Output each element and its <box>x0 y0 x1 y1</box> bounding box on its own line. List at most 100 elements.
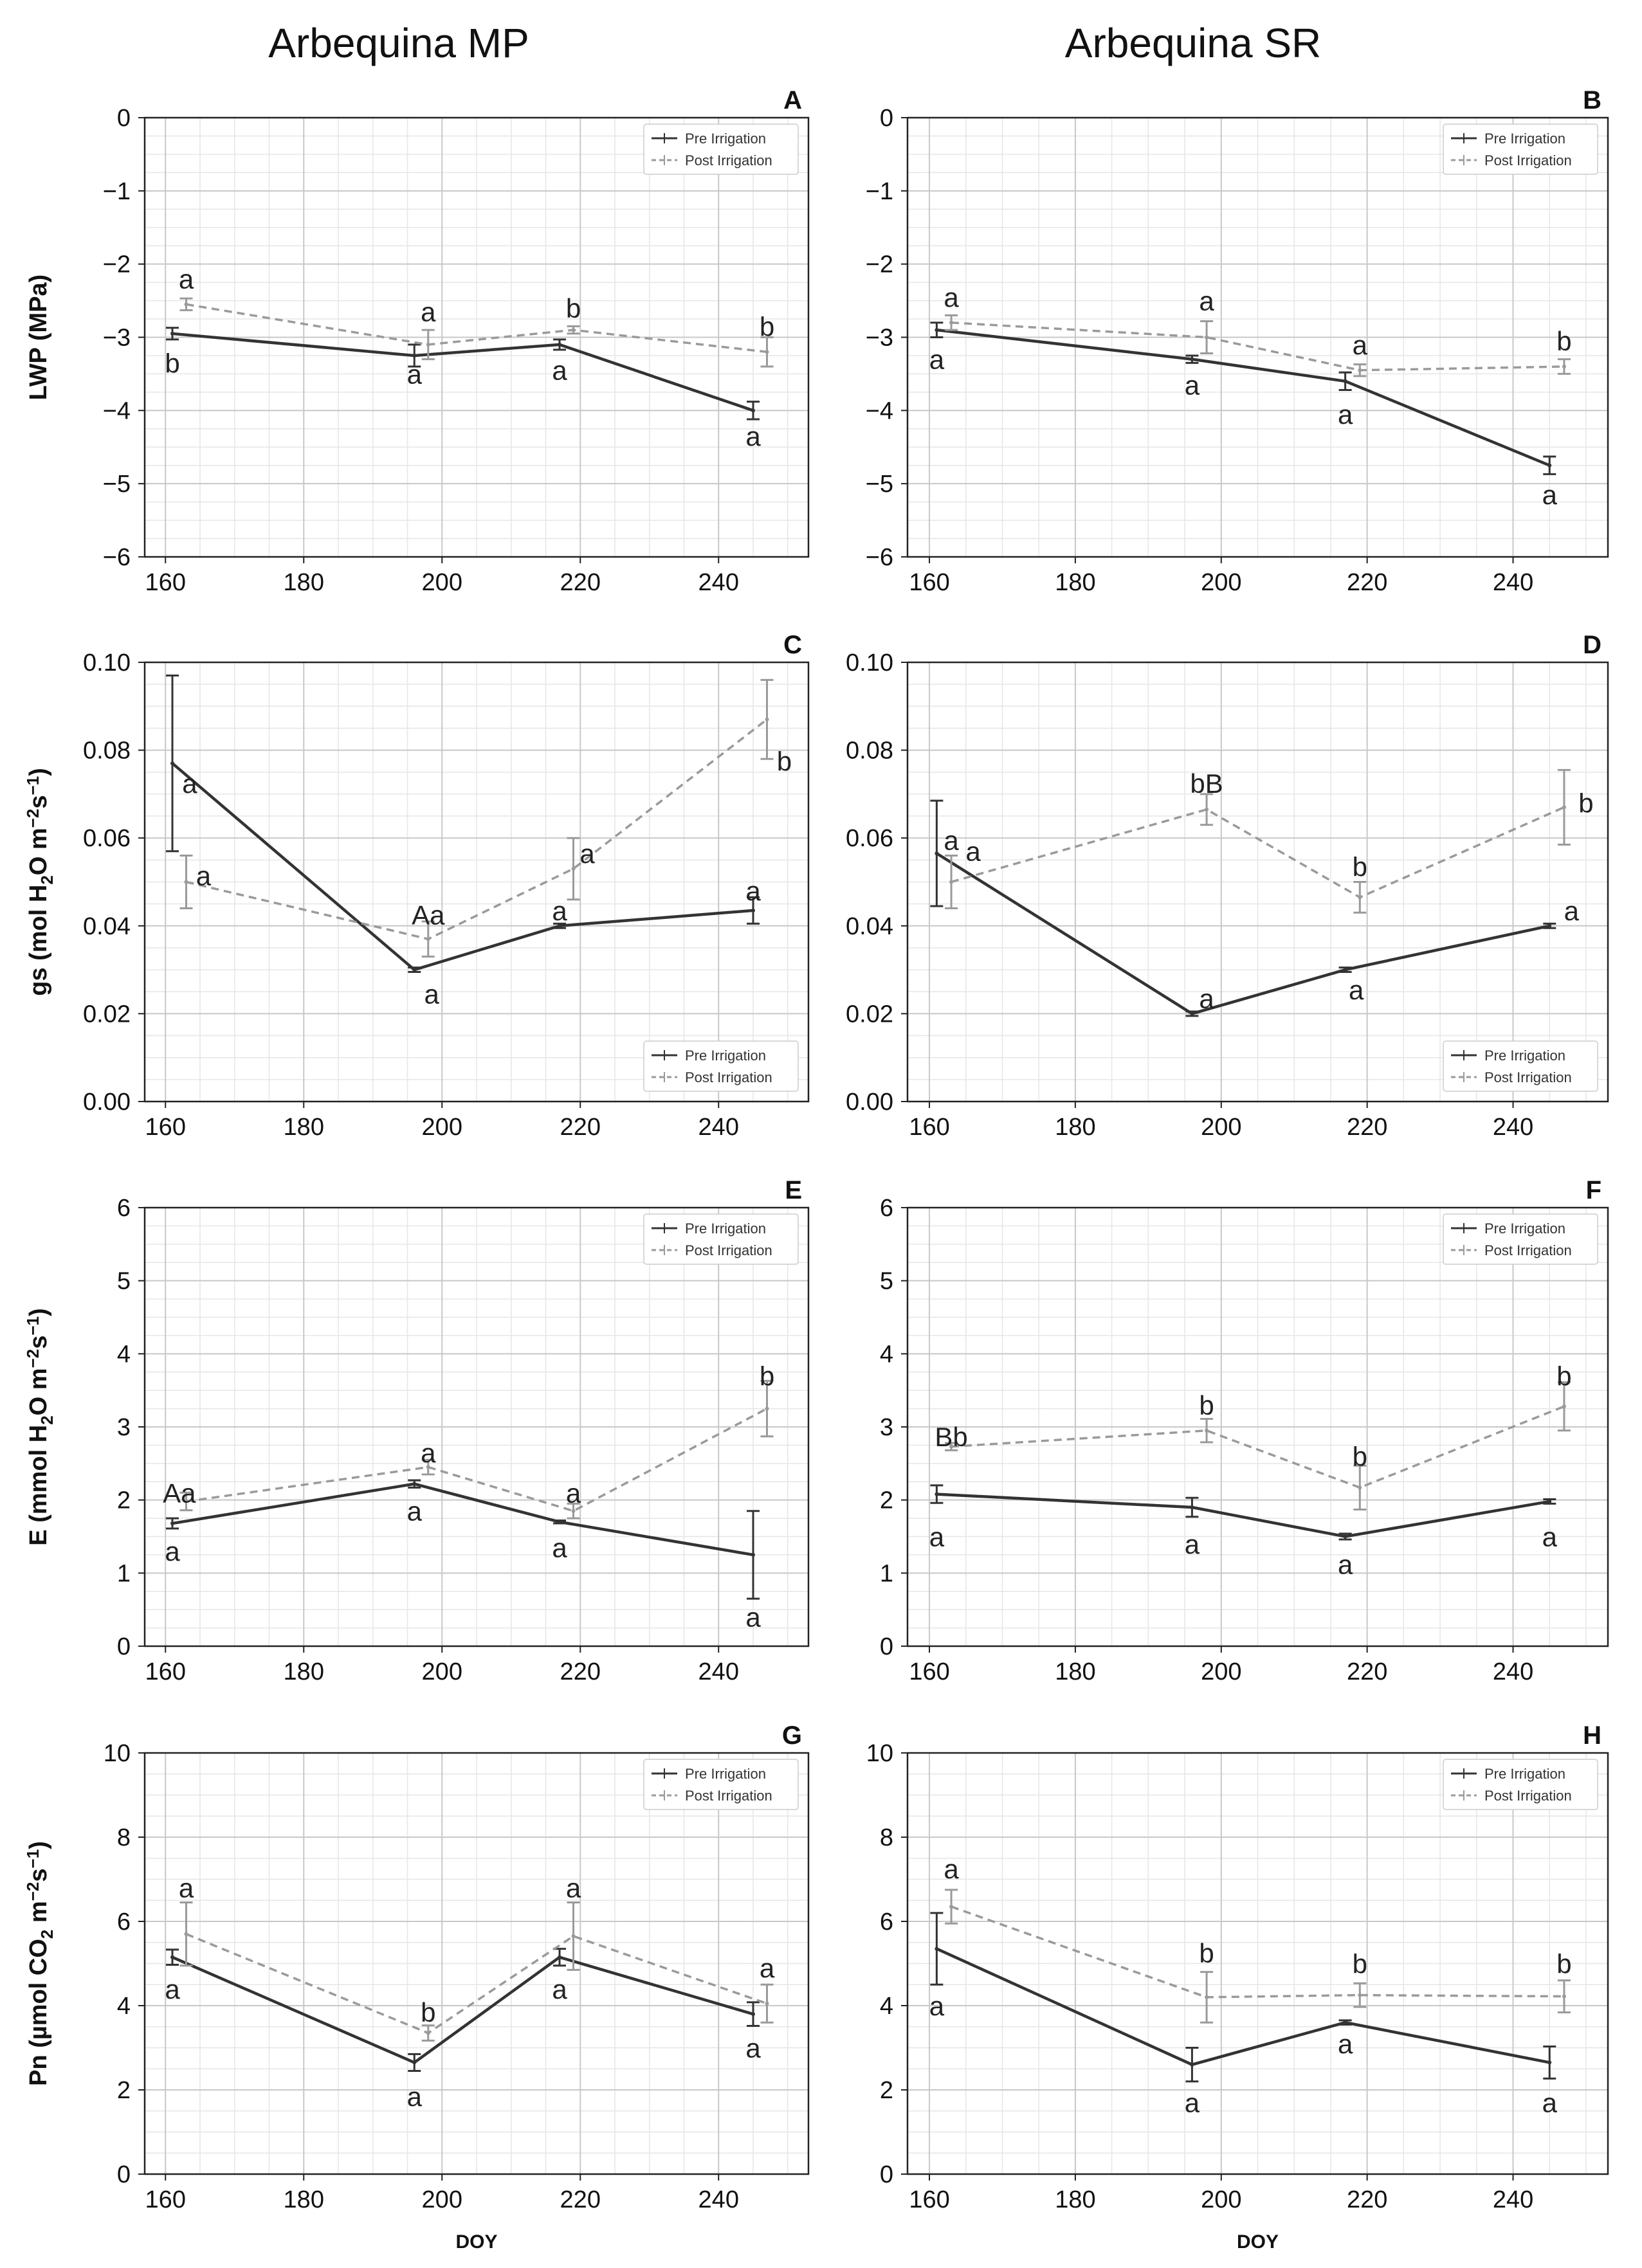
legend-entry-pre: Pre Irrigation <box>685 1766 766 1782</box>
x-tick-label: 240 <box>698 2186 739 2213</box>
series-line <box>936 1947 1550 2067</box>
x-tick-label: 200 <box>1201 569 1241 596</box>
y-tick-label: 0.00 <box>846 1089 893 1116</box>
x-tick-label: 180 <box>284 569 324 596</box>
significance-letter: a <box>745 421 761 451</box>
y-tick-label: 0.00 <box>83 1089 131 1116</box>
significance-letter: a <box>179 1873 194 1903</box>
data-point <box>751 908 755 912</box>
y-tick-label: 0.08 <box>846 738 893 765</box>
significance-letter: a <box>1338 399 1353 430</box>
significance-letter: a <box>407 2082 423 2112</box>
data-point <box>571 867 576 871</box>
significance-letter: a <box>944 826 959 856</box>
data-point <box>1205 335 1209 340</box>
series-pre-irrigation: a a a a <box>929 1912 1558 2118</box>
y-tick-label: 0 <box>117 105 131 132</box>
y-tick-label: 0 <box>880 1633 893 1660</box>
legend: Pre Irrigation Post Irrigation <box>1443 1040 1598 1092</box>
x-tick-label: 240 <box>698 1658 739 1685</box>
y-tick-label: 0.08 <box>83 738 131 765</box>
y-axis-label-part: s <box>25 1336 52 1349</box>
y-tick-label: −1 <box>866 178 893 205</box>
data-point <box>184 302 188 307</box>
y-tick-label: 8 <box>117 1824 131 1851</box>
series-post-irrigation: a Aa a b <box>179 678 792 958</box>
data-point <box>1205 1428 1209 1433</box>
panel-D: 160 180 200 220 240 0.00 0.02 0.04 0.06 0.08 0.10 D… <box>846 631 1609 1141</box>
x-tick-label: 200 <box>422 569 462 596</box>
data-point <box>426 937 430 941</box>
y-tick-label: −6 <box>103 544 131 571</box>
significance-letter: a <box>1542 480 1558 510</box>
legend-entry-post: Post Irrigation <box>685 1788 772 1804</box>
series-line <box>936 852 1550 1015</box>
y-tick-label: 2 <box>880 2077 893 2104</box>
x-tick-label: 240 <box>1493 569 1533 596</box>
significance-letter: b <box>760 311 774 341</box>
significance-letter: b <box>1556 326 1571 356</box>
data-point <box>571 1934 576 1938</box>
y-axis-label-part: 2 <box>37 875 57 884</box>
significance-letter: a <box>407 1496 423 1527</box>
data-point <box>935 851 939 856</box>
significance-letter: b <box>777 747 792 777</box>
significance-letter: b <box>1353 852 1367 882</box>
x-tick-label: 220 <box>560 2186 601 2213</box>
x-tick-label: 220 <box>560 569 601 596</box>
x-axis-label: DOY <box>1237 2231 1279 2253</box>
data-point <box>571 328 576 332</box>
y-tick-label: −2 <box>866 251 893 278</box>
x-tick-label: 200 <box>422 1658 462 1685</box>
significance-letter: a <box>1185 1529 1200 1559</box>
data-point <box>1190 1505 1194 1510</box>
data-point <box>1358 368 1362 372</box>
plot-frame <box>143 661 810 1103</box>
y-axis-label-row-1: LWP (MPa) <box>25 275 52 401</box>
y-tick-label: −2 <box>103 251 131 278</box>
data-point <box>1562 365 1566 369</box>
series-post-irrigation: a b b b <box>944 1854 1572 2024</box>
significance-letter: a <box>1185 370 1200 400</box>
series-post-irrigation: Aa a a b <box>163 1361 774 1520</box>
x-tick-label: 200 <box>1201 1658 1241 1685</box>
panel-E: 160 180 200 220 240 0 1 2 3 4 5 6 E Pre Irrigation Pos… <box>117 1176 810 1685</box>
significance-letter: b <box>1556 1361 1571 1391</box>
significance-letter: a <box>929 1522 945 1552</box>
significance-letter: a <box>1185 2088 1200 2118</box>
significance-letter: a <box>1353 330 1368 360</box>
x-tick-label: 160 <box>145 2186 186 2213</box>
x-tick-label: 240 <box>1493 1114 1533 1141</box>
y-axis-label-part: 2 <box>37 1415 57 1424</box>
x-tick-label: 180 <box>1055 2186 1095 2213</box>
x-tick-label: 200 <box>422 1114 462 1141</box>
y-tick-label: −1 <box>103 178 131 205</box>
y-tick-label: 4 <box>117 1341 131 1368</box>
y-axis-label-part: −2 <box>23 1882 42 1901</box>
panel-H: 160 180 200 220 240 0 2 4 6 8 10 DOY H Pre Irrigation… <box>866 1721 1609 2253</box>
y-tick-label: 10 <box>104 1740 131 1767</box>
data-point <box>1562 805 1566 810</box>
plot-frame <box>143 1752 810 2175</box>
data-point <box>765 1406 769 1411</box>
data-point <box>751 2012 755 2017</box>
significance-letter: a <box>929 345 945 375</box>
y-axis-label-part: −1 <box>23 776 42 795</box>
legend-entry-post: Post Irrigation <box>1484 1242 1572 1258</box>
data-point <box>949 880 954 884</box>
significance-letter: a <box>1338 2029 1353 2059</box>
legend-entry-post: Post Irrigation <box>685 1069 772 1085</box>
legend: Pre Irrigation Post Irrigation <box>643 1040 799 1092</box>
plot-frame <box>906 1752 1609 2175</box>
y-tick-label: −5 <box>103 471 131 498</box>
data-point <box>765 717 769 721</box>
y-tick-label: −3 <box>866 325 893 352</box>
series-line <box>185 1933 768 2035</box>
y-tick-label: 6 <box>117 1909 131 1936</box>
series-line <box>172 1482 754 1557</box>
y-tick-label: 5 <box>880 1268 893 1295</box>
y-tick-label: −3 <box>103 325 131 352</box>
significance-letter: a <box>552 896 567 926</box>
data-point <box>1205 1995 1209 1999</box>
